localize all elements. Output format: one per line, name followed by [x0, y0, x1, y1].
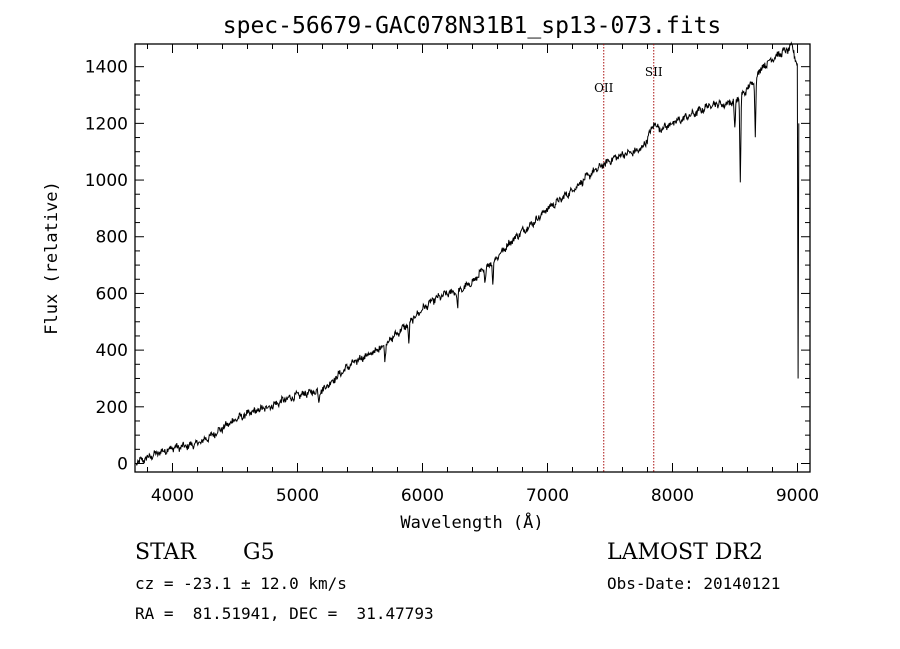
- y-tick-label: 1200: [85, 114, 128, 134]
- axis-ticks: 4000 5000 6000 7000 8000 9000 0 200 400 600 800 100…: [85, 44, 819, 506]
- x-tick-label: 4000: [151, 486, 194, 506]
- subclass: G5: [243, 540, 275, 565]
- x-tick-label: 6000: [401, 486, 444, 506]
- x-axis-label: Wavelength (Å): [400, 511, 543, 533]
- plot-frame: [134, 43, 811, 473]
- line-marker-label: OII: [594, 81, 614, 95]
- y-tick-label: 400: [96, 341, 128, 361]
- redshift-line: cz = -23.1 ± 12.0 km/s: [135, 574, 347, 593]
- y-axis-label: Flux (relative): [42, 181, 62, 335]
- x-tick-label: 5000: [276, 486, 319, 506]
- y-tick-label: 800: [96, 228, 128, 248]
- y-tick-label: 1400: [85, 58, 128, 78]
- obs-date-line: Obs-Date: 20140121: [607, 574, 781, 593]
- emission-line-markers: OII SII: [594, 44, 663, 472]
- spectrum-line: [135, 41, 800, 466]
- y-tick-label: 0: [117, 454, 128, 474]
- survey-name: LAMOST DR2: [607, 540, 763, 565]
- x-tick-label: 8000: [651, 486, 694, 506]
- x-tick-label: 7000: [526, 486, 569, 506]
- y-tick-label: 1000: [85, 171, 128, 191]
- coordinates-line: RA = 81.51941, DEC = 31.47793: [135, 604, 434, 623]
- y-tick-label: 600: [96, 284, 128, 304]
- y-tick-label: 200: [96, 398, 128, 418]
- x-tick-label: 9000: [776, 486, 819, 506]
- chart-title: spec-56679-GAC078N31B1_sp13-073.fits: [223, 13, 722, 39]
- object-class: STAR: [135, 540, 196, 565]
- line-marker-label: SII: [645, 65, 663, 79]
